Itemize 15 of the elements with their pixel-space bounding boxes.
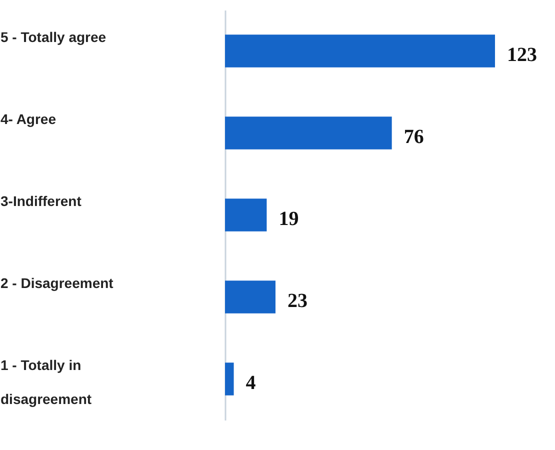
- y-tick-label: 3-Indifferent: [0, 193, 82, 209]
- y-tick-label: 4- Agree: [0, 111, 56, 127]
- category-label: 1 - Totally in disagreement: [0, 357, 92, 407]
- bar: [225, 34, 495, 68]
- y-tick-label: 2 - Disagreement: [0, 275, 114, 291]
- data-label: 123: [507, 44, 537, 66]
- bar: [225, 198, 267, 232]
- data-label: 19: [278, 208, 299, 230]
- bar: [225, 116, 392, 150]
- bar: [225, 362, 234, 396]
- bar: [225, 280, 276, 314]
- data-label: 76: [404, 126, 424, 148]
- data-label: 4: [246, 372, 256, 394]
- y-tick-label: 5 - Totally agree: [0, 29, 106, 45]
- data-label: 23: [287, 290, 308, 312]
